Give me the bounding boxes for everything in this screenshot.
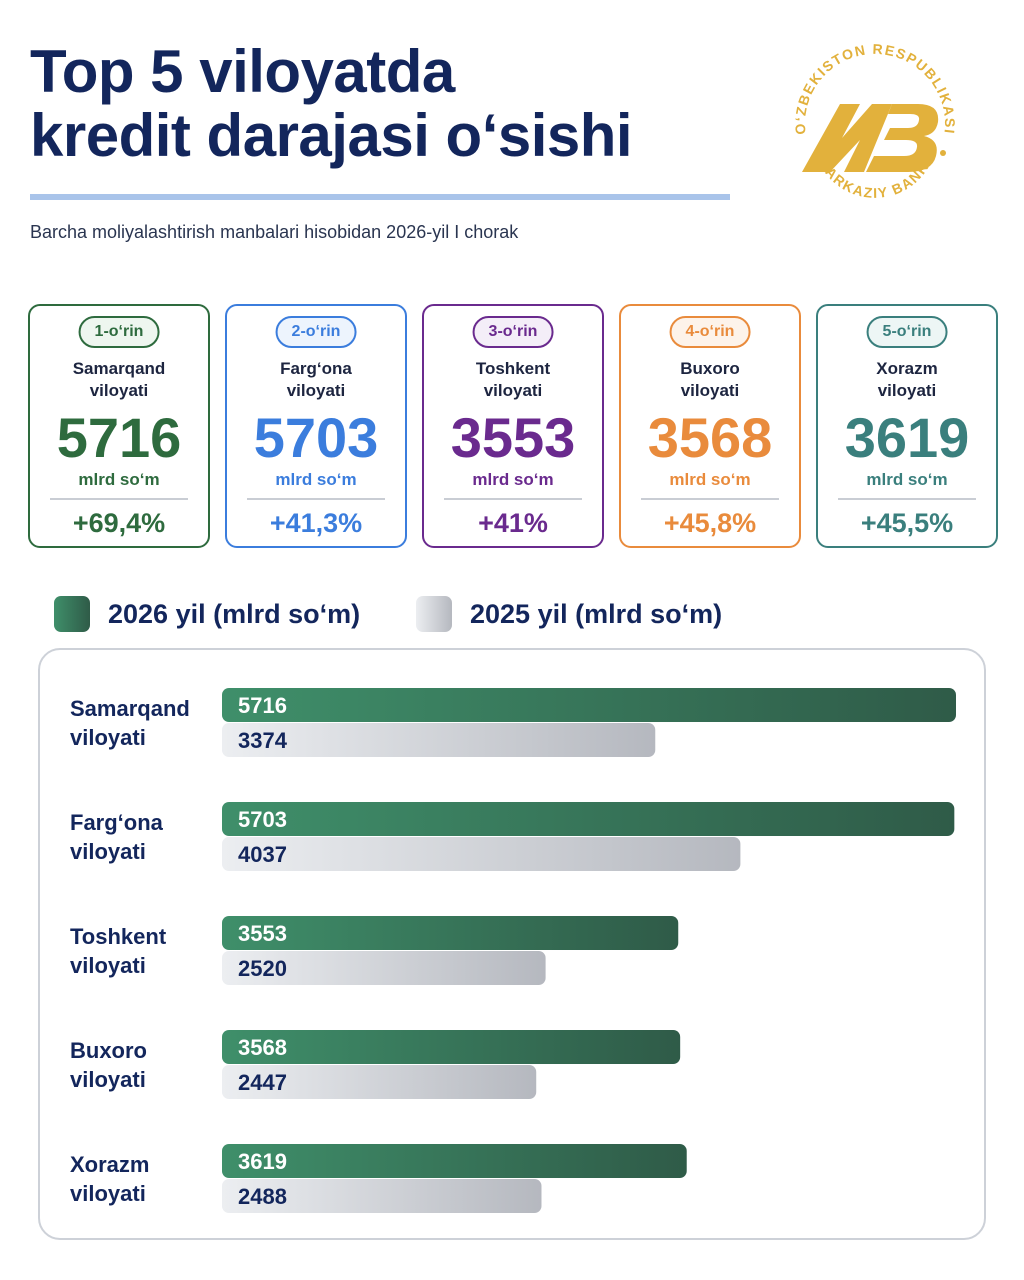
legend-swatch-2026 (54, 596, 90, 632)
bar-2026 (222, 1144, 687, 1178)
rank-card-2: 2-o‘rin Farg‘ona viloyati 5703 mlrd so‘m… (225, 304, 407, 548)
bar-2025 (222, 1179, 542, 1213)
rank-card-3: 3-o‘rin Toshkent viloyati 3553 mlrd so‘m… (422, 304, 604, 548)
region-line-2: viloyati (877, 381, 937, 400)
category-label-line: viloyati (70, 1067, 146, 1092)
title-line-2: kredit darajasi o‘sishi (30, 102, 633, 169)
logo-monogram (802, 104, 939, 172)
credit-unit: mlrd so‘m (275, 470, 357, 489)
legend-label-2025: 2025 yil (mlrd so‘m) (470, 599, 723, 629)
bar-value-label-2026: 3619 (238, 1149, 287, 1174)
bars-group: Samarqand viloyati 5716 3374 Farg‘ona viloyat… (70, 688, 956, 1213)
region-name: Farg‘ona viloyati (227, 358, 405, 402)
bar-value-label-2025: 2520 (238, 956, 287, 981)
bar-2026 (222, 688, 956, 722)
bar-value-label-2025: 2447 (238, 1070, 287, 1095)
card-divider (444, 498, 582, 500)
rank-card-1: 1-o‘rin Samarqand viloyati 5716 mlrd so‘… (28, 304, 210, 548)
category-label-line: Samarqand (70, 696, 190, 721)
category-label-line: viloyati (70, 953, 146, 978)
region-name: Samarqand viloyati (30, 358, 208, 402)
region-line-1: Farg‘ona (280, 359, 352, 378)
rank-badge: 4-o‘rin (669, 316, 751, 348)
bar-2025 (222, 1065, 537, 1099)
region-line-1: Xorazm (876, 359, 938, 378)
title-line-1: Top 5 viloyatda (30, 38, 455, 105)
card-divider (50, 498, 188, 500)
category-label-line: Buxoro (70, 1038, 147, 1063)
bar-value-label-2026: 3553 (238, 921, 287, 946)
category-label-line: viloyati (70, 839, 146, 864)
region-line-2: viloyati (680, 381, 740, 400)
page-title: Top 5 viloyatda kredit darajasi o‘sishi (30, 40, 750, 168)
category-label-line: Toshkent (70, 924, 167, 949)
bar-value-label-2026: 5703 (238, 807, 287, 832)
region-line-1: Toshkent (475, 359, 551, 378)
growth-rate: +69,4% (72, 508, 166, 538)
category-label: Samarqand viloyati (70, 696, 190, 750)
bar-value-label-2026: 3568 (238, 1035, 287, 1060)
credit-unit: mlrd so‘m (78, 470, 160, 489)
region-line-2: viloyati (89, 381, 149, 400)
credit-value: 5716 (56, 406, 182, 469)
credit-value: 3553 (450, 406, 576, 469)
bar-2025 (222, 837, 741, 871)
region-name: Xorazm viloyati (818, 358, 996, 402)
rank-badge: 3-o‘rin (472, 316, 554, 348)
rank-badge: 2-o‘rin (275, 316, 357, 348)
credit-unit: mlrd so‘m (866, 470, 948, 489)
bar-2026 (222, 916, 679, 950)
bar-value-label-2025: 2488 (238, 1184, 287, 1209)
chart-legend: 2026 yil (mlrd so‘m) 2025 yil (mlrd so‘m… (54, 594, 774, 634)
region-line-2: viloyati (286, 381, 346, 400)
region-line-1: Buxoro (680, 359, 740, 378)
category-label: Xorazm viloyati (70, 1152, 149, 1206)
category-label-line: viloyati (70, 725, 146, 750)
card-divider (838, 498, 976, 500)
bar-value-label-2025: 3374 (238, 728, 288, 753)
bar-value-label-2025: 4037 (238, 842, 287, 867)
subtitle: Barcha moliyalashtirish manbalari hisobi… (30, 222, 519, 242)
growth-rate: +41,3% (269, 508, 363, 538)
central-bank-logo: O‘ZBEKISTON RESPUBLIKASI MARKAZIY BANKI (780, 40, 957, 201)
category-label-line: viloyati (70, 1181, 146, 1206)
legend-label-2026: 2026 yil (mlrd so‘m) (108, 599, 361, 629)
category-label-line: Xorazm (70, 1152, 149, 1177)
region-name: Toshkent viloyati (424, 358, 602, 402)
region-line-2: viloyati (483, 381, 543, 400)
legend-swatch-2025 (416, 596, 452, 632)
credit-unit: mlrd so‘m (472, 470, 554, 489)
region-line-1: Samarqand (72, 359, 166, 378)
growth-rate: +45,5% (860, 508, 954, 538)
category-label: Toshkent viloyati (70, 924, 167, 978)
card-divider (641, 498, 779, 500)
ranking-cards: 1-o‘rin Samarqand viloyati 5716 mlrd so‘… (28, 304, 998, 548)
credit-value: 3568 (647, 406, 773, 469)
rank-card-4: 4-o‘rin Buxoro viloyati 3568 mlrd so‘m +… (619, 304, 801, 548)
category-label: Buxoro viloyati (70, 1038, 147, 1092)
credit-unit: mlrd so‘m (669, 470, 751, 489)
rank-badge: 1-o‘rin (78, 316, 160, 348)
credit-value: 5703 (253, 406, 379, 469)
logo-dot (940, 150, 946, 156)
rank-card-5: 5-o‘rin Xorazm viloyati 3619 mlrd so‘m +… (816, 304, 998, 548)
bar-2026 (222, 1030, 681, 1064)
rank-badge: 5-o‘rin (866, 316, 948, 348)
credit-value: 3619 (844, 406, 970, 469)
bar-chart: Samarqand viloyati 5716 3374 Farg‘ona viloyat… (70, 688, 956, 1213)
bar-2025 (222, 723, 656, 757)
category-label-line: Farg‘ona (70, 810, 164, 835)
region-name: Buxoro viloyati (621, 358, 799, 402)
title-underline (30, 194, 730, 200)
bar-chart-panel: Samarqand viloyati 5716 3374 Farg‘ona viloyat… (38, 648, 986, 1240)
growth-rate: +41% (478, 508, 548, 538)
bar-2026 (222, 802, 955, 836)
category-label: Farg‘ona viloyati (70, 810, 164, 864)
growth-rate: +45,8% (663, 508, 757, 538)
card-divider (247, 498, 385, 500)
bar-value-label-2026: 5716 (238, 693, 287, 718)
bar-2025 (222, 951, 546, 985)
